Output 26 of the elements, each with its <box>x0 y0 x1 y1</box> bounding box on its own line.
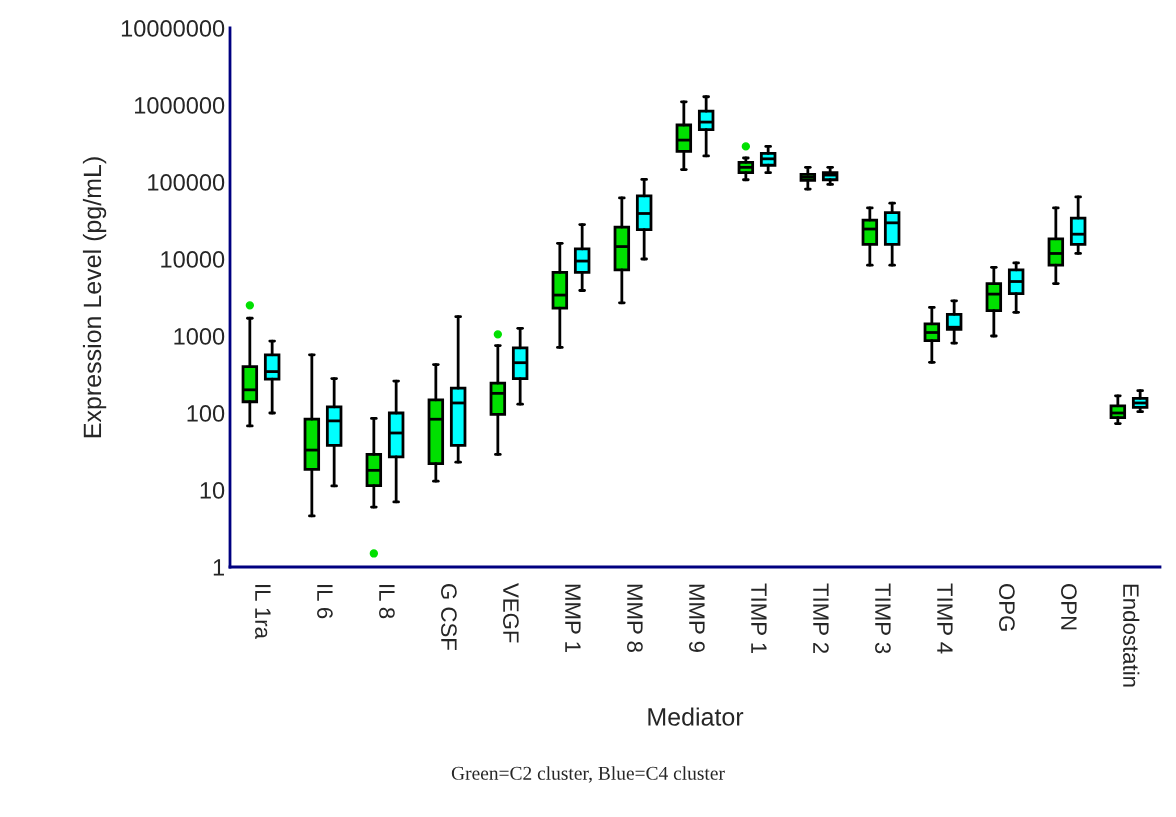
y-tick-label: 10000 <box>161 251 225 268</box>
y-tick-label: 100000 <box>148 174 225 191</box>
x-tick-label: TIMP 4 <box>937 583 953 654</box>
y-axis-title: Expression Level (pg/mL) <box>82 157 107 438</box>
x-tick-label: VEGF <box>503 583 519 643</box>
y-tick-label: 10 <box>200 482 225 499</box>
x-tick-label: TIMP 2 <box>813 583 829 654</box>
y-tick-label: 100 <box>187 405 225 422</box>
y-tick-label: 1 <box>213 559 224 576</box>
x-tick-label: OPG <box>999 584 1015 631</box>
x-tick-label: IL 8 <box>379 585 395 619</box>
text: Green=C2 cluster, Blue=C4 cluster <box>451 766 725 783</box>
x-tick-label: TIMP 1 <box>751 583 767 654</box>
x-tick-label: TIMP 3 <box>875 583 891 654</box>
y-tick-label: 1000000 <box>135 97 225 114</box>
x-tick-label: MMP 1 <box>565 584 581 652</box>
x-tick-label: Endostatin <box>1123 584 1140 687</box>
y-tick-label: 10000000 <box>121 20 225 37</box>
x-tick-label: MMP 9 <box>689 584 705 652</box>
x-tick-label: OPN <box>1061 584 1077 630</box>
y-tick-label: 1000 <box>174 328 225 345</box>
x-tick-label: IL 1ra <box>255 585 271 639</box>
x-tick-label: G CSF <box>441 584 457 650</box>
x-axis-title: Mediator <box>648 707 744 726</box>
x-tick-label: MMP 8 <box>627 584 643 652</box>
x-tick-label: IL 6 <box>317 585 333 619</box>
